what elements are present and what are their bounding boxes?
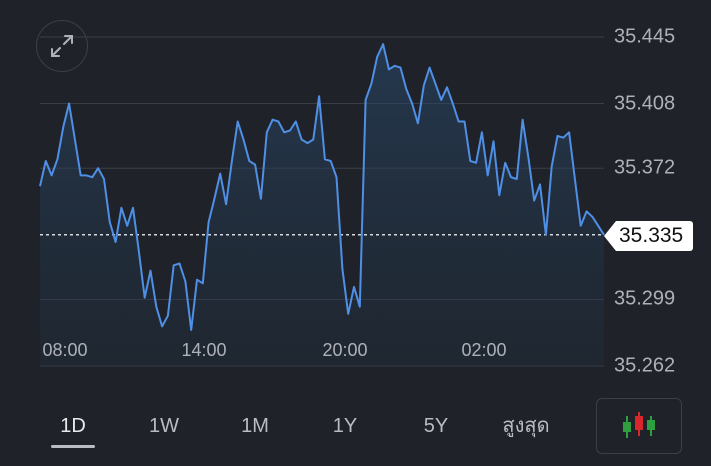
candlestick-icon: [623, 412, 655, 438]
range-tabs: 1D 1W 1M 1Y 5Y สูงสุด: [28, 398, 588, 454]
tab-1m[interactable]: 1M: [241, 415, 269, 437]
price-area: [40, 44, 604, 366]
chart-type-button[interactable]: [596, 398, 682, 454]
y-tick-label: 35.372: [614, 156, 676, 179]
x-tick-label: 14:00: [181, 340, 227, 360]
current-price-label: 35.335: [616, 221, 694, 251]
expand-button[interactable]: [36, 20, 88, 72]
y-tick-label: 35.262: [614, 354, 676, 377]
x-tick-label: 02:00: [461, 340, 507, 360]
current-price-tag: 35.335: [604, 221, 694, 251]
y-tick-label: 35.408: [614, 92, 676, 115]
tab-1w[interactable]: 1W: [149, 415, 179, 437]
x-tick-label: 20:00: [322, 340, 368, 360]
price-line: [39, 43, 605, 331]
expand-icon: [51, 35, 73, 57]
tab-1d[interactable]: 1D: [28, 398, 118, 454]
tab-5y[interactable]: 5Y: [423, 415, 449, 437]
y-tick-label: 35.299: [614, 287, 676, 310]
tab-1y[interactable]: 1Y: [332, 415, 358, 437]
tab-max[interactable]: สูงสุด: [502, 415, 550, 437]
x-tick-label: 08:00: [42, 340, 88, 360]
y-tick-label: 35.445: [614, 25, 676, 48]
